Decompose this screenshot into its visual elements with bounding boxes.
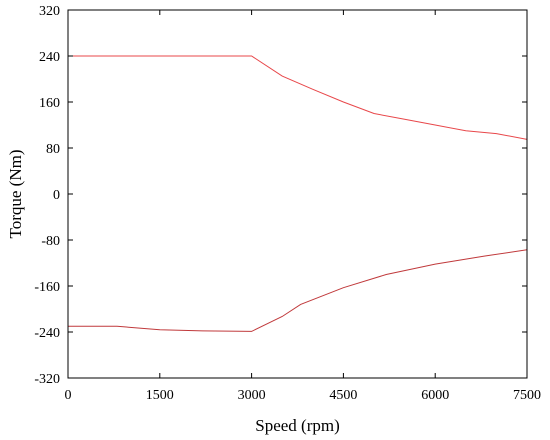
x-tick-label: 6000 xyxy=(421,388,449,403)
x-tick-label: 4500 xyxy=(329,388,357,403)
y-tick-label: -160 xyxy=(34,280,60,295)
x-axis-label: Speed (rpm) xyxy=(255,416,340,435)
y-tick-label: -80 xyxy=(41,234,60,249)
y-tick-label: 240 xyxy=(39,50,60,65)
y-tick-label: -240 xyxy=(34,326,60,341)
y-axis-label: Torque (Nm) xyxy=(6,150,25,239)
series-line-1 xyxy=(68,55,528,140)
series-line-2 xyxy=(68,249,528,332)
y-tick-label: -320 xyxy=(34,372,60,387)
chart-marks xyxy=(68,55,528,332)
x-tick-label: 7500 xyxy=(513,388,541,403)
x-tick-label: 3000 xyxy=(238,388,266,403)
y-tick-label: 80 xyxy=(46,142,60,157)
plot-frame xyxy=(67,9,528,379)
x-tick-label: 1500 xyxy=(146,388,174,403)
x-tick-label: 0 xyxy=(65,388,72,403)
axis-ticks: 0 1500 3000 4500 6000 7500 -320 -240 -160 -80 0 80 1… xyxy=(34,4,541,403)
y-tick-label: 160 xyxy=(39,96,60,111)
y-tick-label: 320 xyxy=(39,4,60,19)
y-tick-label: 0 xyxy=(53,188,60,203)
